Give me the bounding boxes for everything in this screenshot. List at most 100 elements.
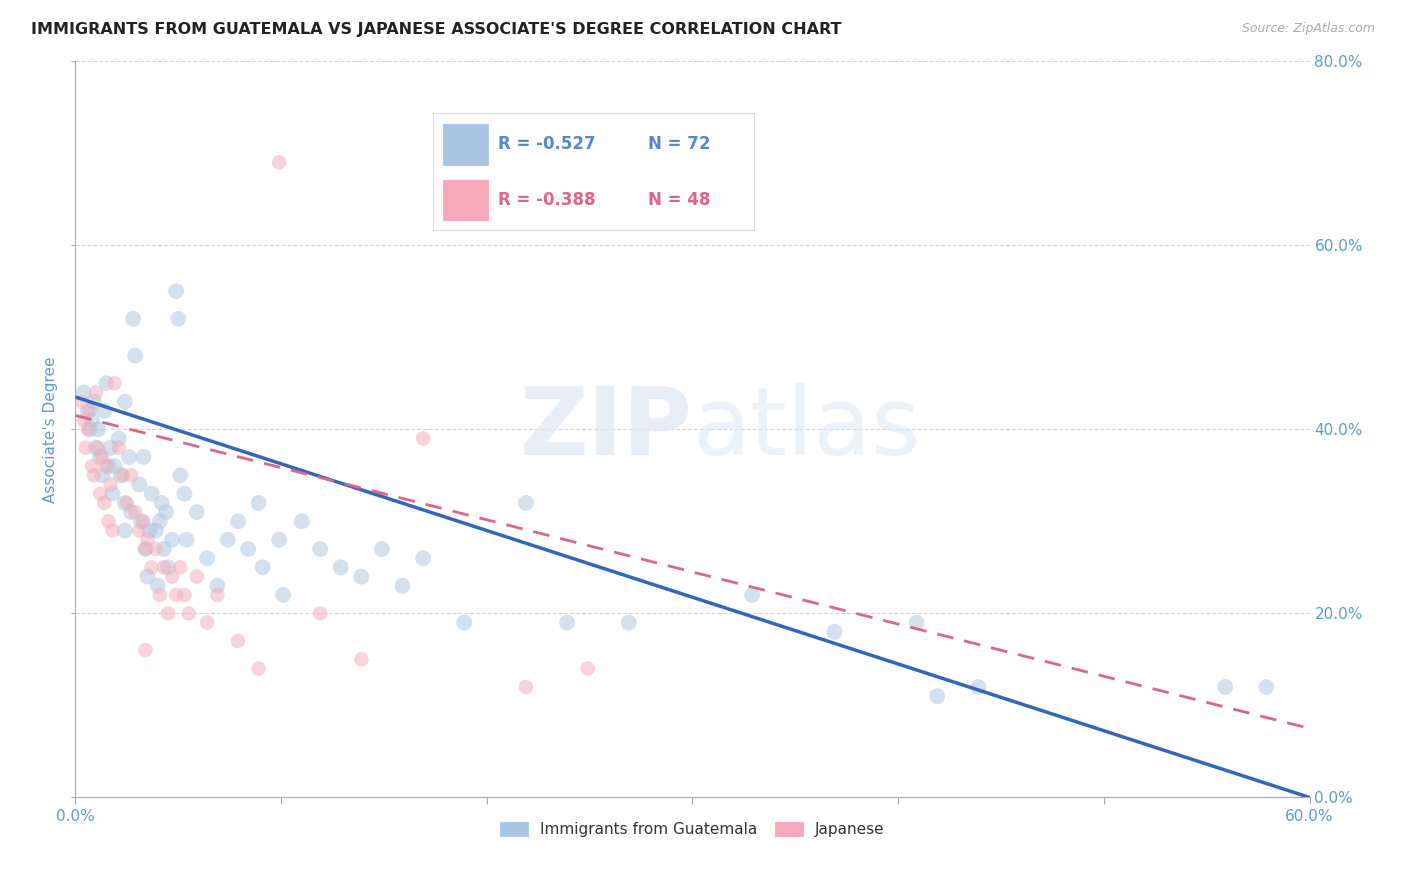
Point — [103, 459, 125, 474]
Point — [617, 615, 640, 630]
Point — [103, 376, 125, 391]
Point — [391, 579, 413, 593]
Point — [124, 349, 146, 363]
Text: IMMIGRANTS FROM GUATEMALA VS JAPANESE ASSOCIATE'S DEGREE CORRELATION CHART: IMMIGRANTS FROM GUATEMALA VS JAPANESE AS… — [31, 22, 841, 37]
Point — [329, 560, 352, 574]
Point — [89, 450, 111, 464]
Point — [269, 533, 291, 547]
Point — [149, 514, 172, 528]
Point — [89, 486, 111, 500]
Point — [96, 376, 118, 391]
Point — [247, 496, 270, 510]
Point — [153, 560, 176, 574]
Point — [128, 524, 150, 538]
Point — [73, 413, 96, 427]
Point — [412, 551, 434, 566]
Point — [173, 486, 195, 500]
Point — [309, 607, 332, 621]
Point — [111, 468, 134, 483]
Point — [83, 394, 105, 409]
Point — [80, 413, 103, 427]
Point — [271, 588, 294, 602]
Point — [195, 551, 218, 566]
Point — [157, 560, 180, 574]
Point — [101, 524, 124, 538]
Point — [350, 652, 373, 666]
Point — [73, 385, 96, 400]
Point — [350, 569, 373, 583]
Point — [115, 496, 138, 510]
Point — [176, 533, 198, 547]
Point — [87, 441, 110, 455]
Point — [169, 468, 191, 483]
Point — [823, 624, 845, 639]
Point — [75, 441, 97, 455]
Text: ZIP: ZIP — [520, 384, 693, 475]
Point — [371, 541, 394, 556]
Point — [132, 514, 155, 528]
Point — [412, 432, 434, 446]
Point — [100, 477, 122, 491]
Point — [101, 486, 124, 500]
Point — [134, 643, 156, 657]
Point — [207, 588, 229, 602]
Point — [167, 311, 190, 326]
Point — [114, 496, 136, 510]
Point — [157, 607, 180, 621]
Point — [217, 533, 239, 547]
Point — [134, 541, 156, 556]
Point — [186, 505, 208, 519]
Point — [114, 524, 136, 538]
Y-axis label: Associate's Degree: Associate's Degree — [44, 356, 58, 502]
Point — [238, 541, 260, 556]
Point — [309, 541, 332, 556]
Point — [555, 615, 578, 630]
Point — [145, 524, 167, 538]
Point — [165, 588, 187, 602]
Point — [149, 588, 172, 602]
Point — [87, 422, 110, 436]
Point — [70, 394, 93, 409]
Point — [1213, 680, 1236, 694]
Point — [515, 680, 537, 694]
Point — [905, 615, 928, 630]
Point — [195, 615, 218, 630]
Point — [173, 588, 195, 602]
Point — [453, 615, 475, 630]
Text: Source: ZipAtlas.com: Source: ZipAtlas.com — [1241, 22, 1375, 36]
Point — [269, 155, 291, 169]
Point — [1256, 680, 1278, 694]
Point — [226, 634, 249, 648]
Point — [91, 468, 114, 483]
Point — [741, 588, 763, 602]
Point — [132, 450, 155, 464]
Point — [186, 569, 208, 583]
Point — [120, 468, 142, 483]
Point — [207, 579, 229, 593]
Point — [110, 468, 132, 483]
Point — [252, 560, 274, 574]
Point — [107, 432, 129, 446]
Point — [128, 477, 150, 491]
Point — [226, 514, 249, 528]
Point — [114, 394, 136, 409]
Point — [160, 533, 183, 547]
Point — [247, 662, 270, 676]
Point — [177, 607, 200, 621]
Point — [93, 496, 115, 510]
Point — [120, 505, 142, 519]
Point — [967, 680, 990, 694]
Point — [79, 404, 101, 418]
Point — [165, 284, 187, 298]
Point — [141, 486, 163, 500]
Point — [138, 524, 160, 538]
Point — [96, 459, 118, 474]
Point — [129, 514, 152, 528]
Point — [291, 514, 314, 528]
Text: atlas: atlas — [693, 384, 921, 475]
Point — [122, 311, 145, 326]
Point — [80, 459, 103, 474]
Point — [169, 560, 191, 574]
Point — [146, 579, 169, 593]
Point — [84, 385, 107, 400]
